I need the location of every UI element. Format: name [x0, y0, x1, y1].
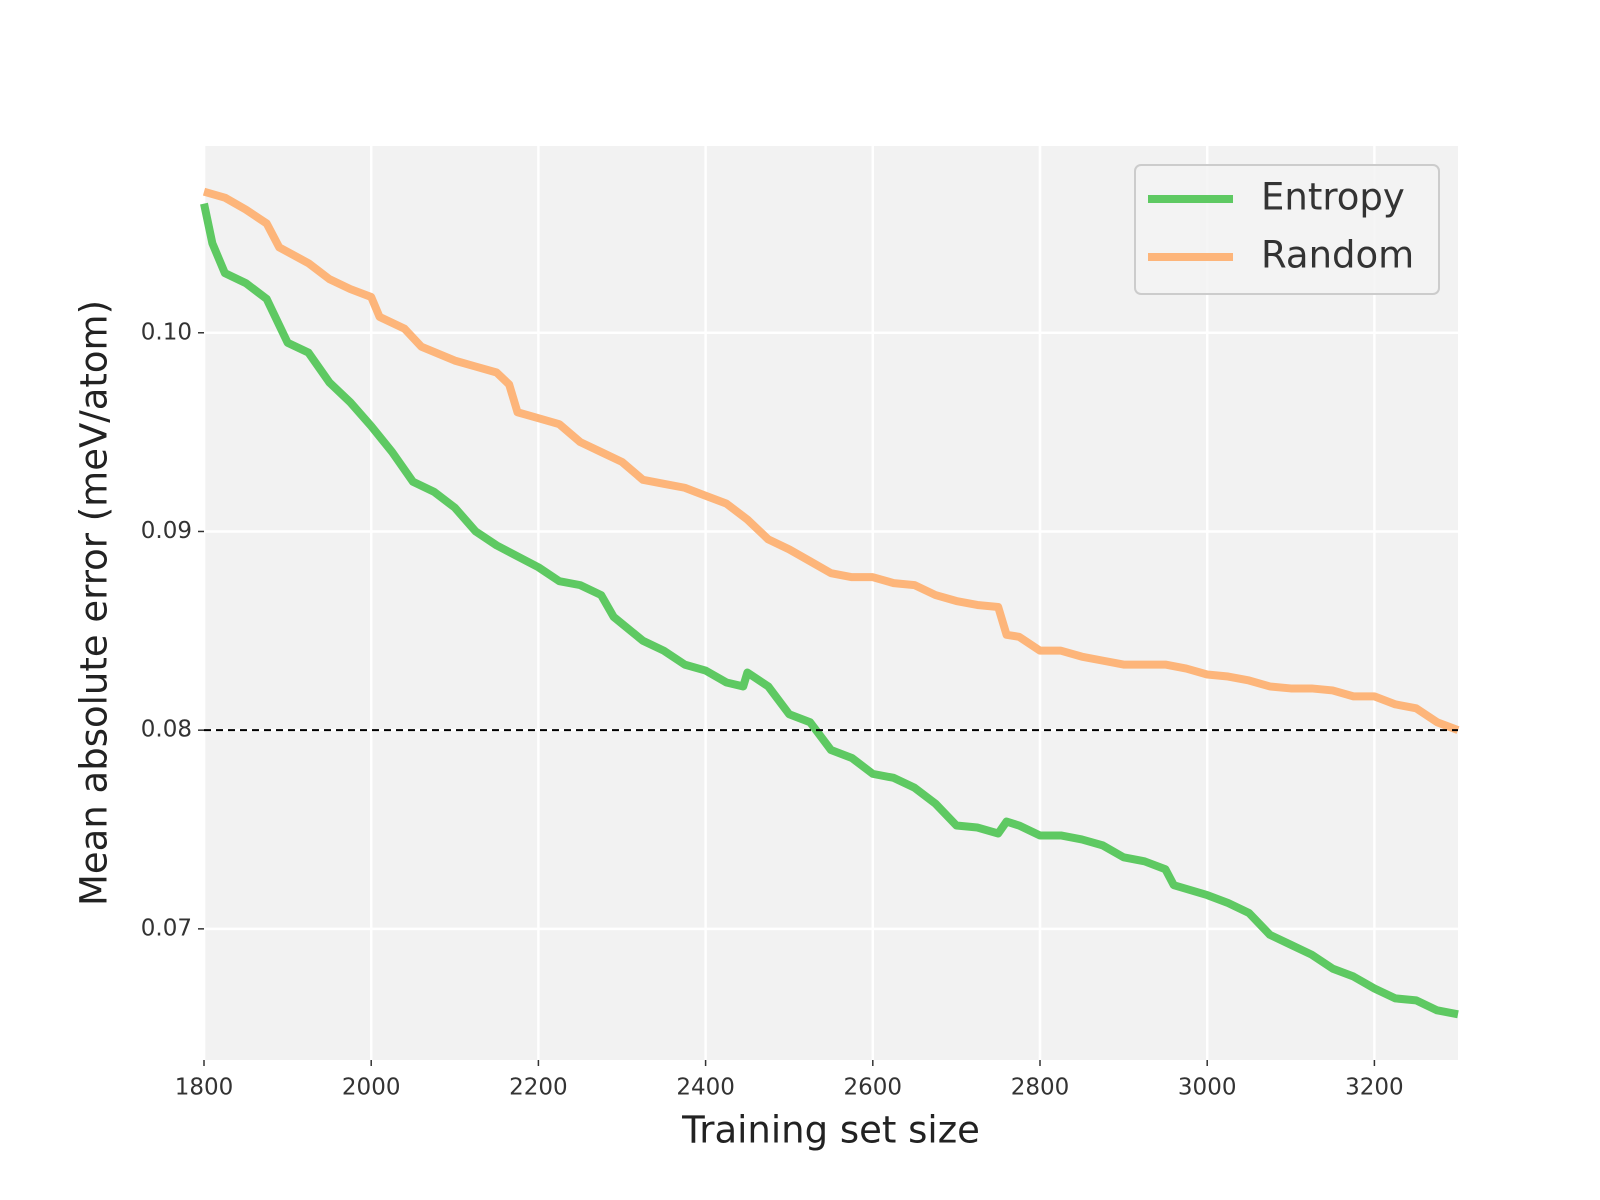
x-tick-label: 2200	[509, 1075, 568, 1101]
x-tick-label: 2600	[844, 1075, 903, 1101]
y-tick-label: 0.10	[141, 319, 192, 345]
data-line	[202, 187, 1460, 734]
legend-label: Random	[1261, 234, 1414, 277]
x-tick-label: 2800	[1011, 1075, 1070, 1101]
y-tick-label: 0.08	[141, 717, 192, 743]
x-tick-label: 2000	[342, 1075, 401, 1101]
x-tick-label: 3200	[1345, 1075, 1404, 1101]
y-tick-label: 0.07	[141, 915, 192, 941]
x-tick-label: 3000	[1178, 1075, 1237, 1101]
x-tick-label: 1800	[175, 1075, 234, 1101]
x-tick-label: 2400	[676, 1075, 735, 1101]
data-line	[200, 202, 1459, 1019]
legend-label: Entropy	[1261, 176, 1405, 219]
x-axis-label: Training set size	[681, 1109, 980, 1152]
y-axis-label: Mean absolute error (meV/atom)	[73, 300, 116, 906]
legend: Entropy Random	[1134, 164, 1440, 295]
y-tick-label: 0.09	[141, 518, 192, 544]
plot-area	[204, 146, 1458, 1060]
